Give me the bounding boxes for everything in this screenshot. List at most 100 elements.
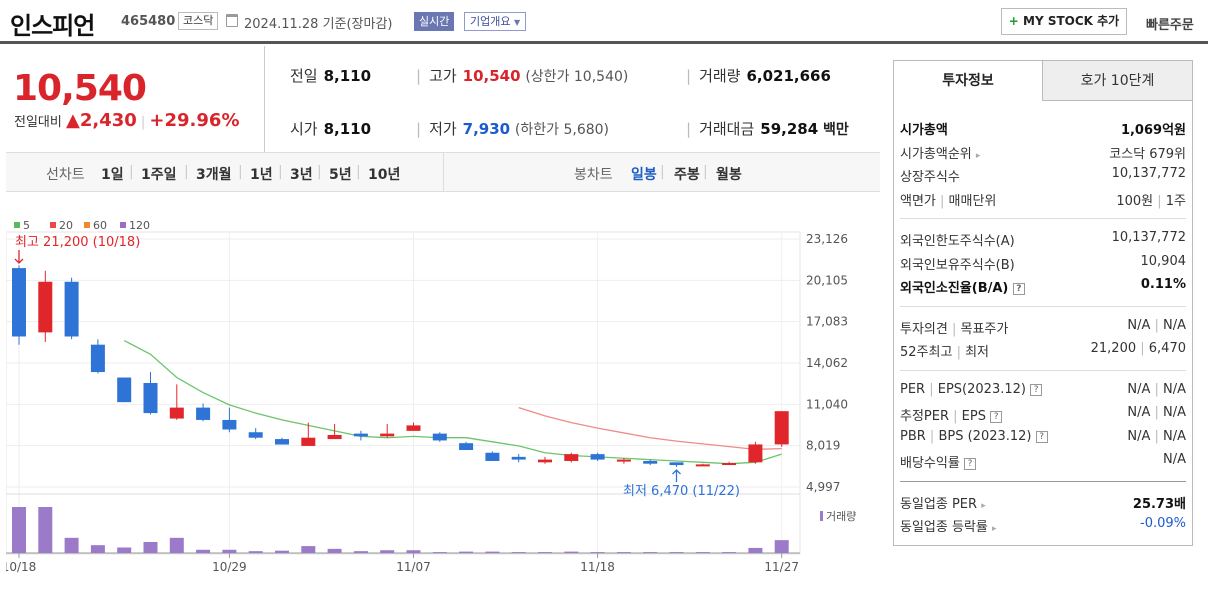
volume-bar xyxy=(353,551,368,553)
volume-bar xyxy=(143,541,158,553)
candle-body xyxy=(64,281,79,337)
foreign-hold-value: 10,904 xyxy=(1140,253,1187,269)
candle-body xyxy=(12,268,26,337)
upper-limit: (상한가 10,540) xyxy=(525,69,629,85)
market-cap-rank-label: 시가총액순위 xyxy=(900,146,972,162)
period-5y[interactable]: 5년 xyxy=(329,167,352,183)
market-badge: 코스닥 xyxy=(178,12,219,30)
volume-bar xyxy=(406,550,421,553)
sector-change-value: -0.09% xyxy=(1140,516,1186,531)
candle-body xyxy=(432,433,447,441)
foreign-ratio-label: 외국인소진율(B/A) xyxy=(900,281,1009,296)
period-1d[interactable]: 1일 xyxy=(101,167,124,183)
period-monthly[interactable]: 월봉 xyxy=(716,167,742,183)
price-chart[interactable]: 23,126 20,105 17,083 14,062 11,040 8,019 4,997… xyxy=(2,192,880,598)
up-arrow-icon: ▲ xyxy=(65,110,80,131)
help-icon[interactable]: ? xyxy=(963,458,976,470)
help-icon[interactable]: ? xyxy=(1012,283,1025,295)
stock-name: 인스피언 xyxy=(10,12,95,40)
sector-change-row[interactable]: 동일업종 등락률 ▸ -0.09% xyxy=(900,514,1186,538)
realtime-button[interactable]: 실시간 xyxy=(414,12,455,31)
candle-body xyxy=(722,463,737,466)
candle-body xyxy=(511,456,526,460)
chevron-right-icon: ▸ xyxy=(975,150,981,161)
volume-bar xyxy=(169,537,184,553)
eps-label: EPS(2023.12) xyxy=(937,381,1026,397)
candle-body xyxy=(485,452,500,461)
period-weekly[interactable]: 주봉 xyxy=(674,167,700,183)
change-percent: +29.96% xyxy=(149,110,240,131)
chevron-down-icon: ▼ xyxy=(513,18,521,27)
company-overview-label: 기업개요 xyxy=(470,15,511,28)
unit-label: 매매단위 xyxy=(948,193,997,209)
x-tick-label: 11/18 xyxy=(580,560,615,574)
period-10y[interactable]: 10년 xyxy=(368,167,401,183)
add-mystock-button[interactable]: + MY STOCK 추가 xyxy=(1001,8,1127,35)
y-tick-label: 11,040 xyxy=(806,397,848,411)
candle-body xyxy=(196,407,211,420)
market-cap-rank-row[interactable]: 시가총액순위 ▸ 코스닥 679위 xyxy=(900,141,1186,165)
invest-info-panel: 투자정보 호가 10단계 시가총액 1,069억원 시가총액순위 ▸ 코스닥 679… xyxy=(893,60,1193,546)
volume-bar xyxy=(432,552,447,553)
line-chart-label: 선차트 xyxy=(46,167,85,183)
current-price: 10,540 xyxy=(13,68,147,109)
volume-bar xyxy=(748,547,763,553)
amount-label: 거래대금 xyxy=(699,120,755,138)
est-eps-label: EPS xyxy=(961,409,986,424)
candle-chart-label: 봉차트 xyxy=(574,167,613,183)
wk52-high-label: 52주최고 xyxy=(900,345,953,360)
eps-value: N/A xyxy=(1163,381,1186,397)
low-price: | 저가 7,930 (하한가 5,680) xyxy=(416,120,609,138)
market-cap-rank-value: 코스닥 679위 xyxy=(1109,146,1186,162)
volume-bar xyxy=(248,551,263,553)
period-1w[interactable]: 1주일 xyxy=(141,167,177,183)
volume-bar xyxy=(511,552,526,553)
help-icon[interactable]: ? xyxy=(1030,383,1043,396)
calendar-icon xyxy=(226,14,238,27)
period-3m[interactable]: 3개월 xyxy=(196,167,232,183)
ma5-line xyxy=(123,340,782,465)
company-overview-dropdown[interactable]: 기업개요 ▼ xyxy=(464,12,527,31)
opinion-value: N/A xyxy=(1127,317,1151,333)
max-arrow-icon xyxy=(14,250,24,264)
legend-swatch xyxy=(84,222,90,228)
period-1y[interactable]: 1년 xyxy=(250,167,273,183)
volume-legend-swatch xyxy=(820,511,823,521)
legend-label: 20 xyxy=(59,219,73,232)
per-row: PER | EPS(2023.12) ? N/A | N/A xyxy=(900,381,1186,397)
listed-shares-row: 상장주식수 10,137,772 xyxy=(900,164,1186,188)
min-price-label: 최저 6,470 (11/22) xyxy=(623,484,740,499)
wk52-row: 52주최고 | 최저 21,200 | 6,470 xyxy=(900,341,1186,360)
listed-shares-label: 상장주식수 xyxy=(900,170,960,185)
candle-body xyxy=(222,419,237,430)
candle-body xyxy=(406,425,421,431)
max-price-label: 최고 21,200 (10/18) xyxy=(15,235,140,250)
candle-body xyxy=(353,433,368,437)
candle-body xyxy=(117,377,132,403)
ma20-line xyxy=(518,406,782,450)
y-tick-label: 23,126 xyxy=(806,232,848,246)
period-3y[interactable]: 3년 xyxy=(290,167,313,183)
wk52-low-value: 6,470 xyxy=(1148,341,1186,356)
candle-body xyxy=(695,464,710,467)
quick-order-link[interactable]: 빠른주문 xyxy=(1146,18,1194,33)
dividend-label: 배당수익률 xyxy=(900,456,960,471)
tab-orderbook[interactable]: 호가 10단계 xyxy=(1043,61,1192,101)
legend-swatch xyxy=(120,222,126,228)
volume-bar xyxy=(774,540,789,553)
tab-invest-info[interactable]: 투자정보 xyxy=(894,61,1043,101)
volume-bar xyxy=(695,552,710,553)
help-icon[interactable]: ? xyxy=(1035,430,1048,443)
sector-per-row[interactable]: 동일업종 PER ▸ 25.73배 xyxy=(900,491,1186,515)
candle-body xyxy=(248,432,263,438)
candle-body xyxy=(90,344,105,373)
wk52-high-value: 21,200 xyxy=(1090,341,1137,356)
open-price: 시가 8,110 xyxy=(290,118,371,139)
candle-body xyxy=(380,433,395,437)
high-price: | 고가 10,540 (상한가 10,540) xyxy=(416,67,629,85)
help-icon[interactable]: ? xyxy=(990,411,1003,423)
volume-bar xyxy=(590,552,605,553)
volume-bar xyxy=(196,549,211,553)
est-per-label: 추정PER xyxy=(900,409,950,424)
period-daily[interactable]: 일봉 xyxy=(631,167,657,183)
